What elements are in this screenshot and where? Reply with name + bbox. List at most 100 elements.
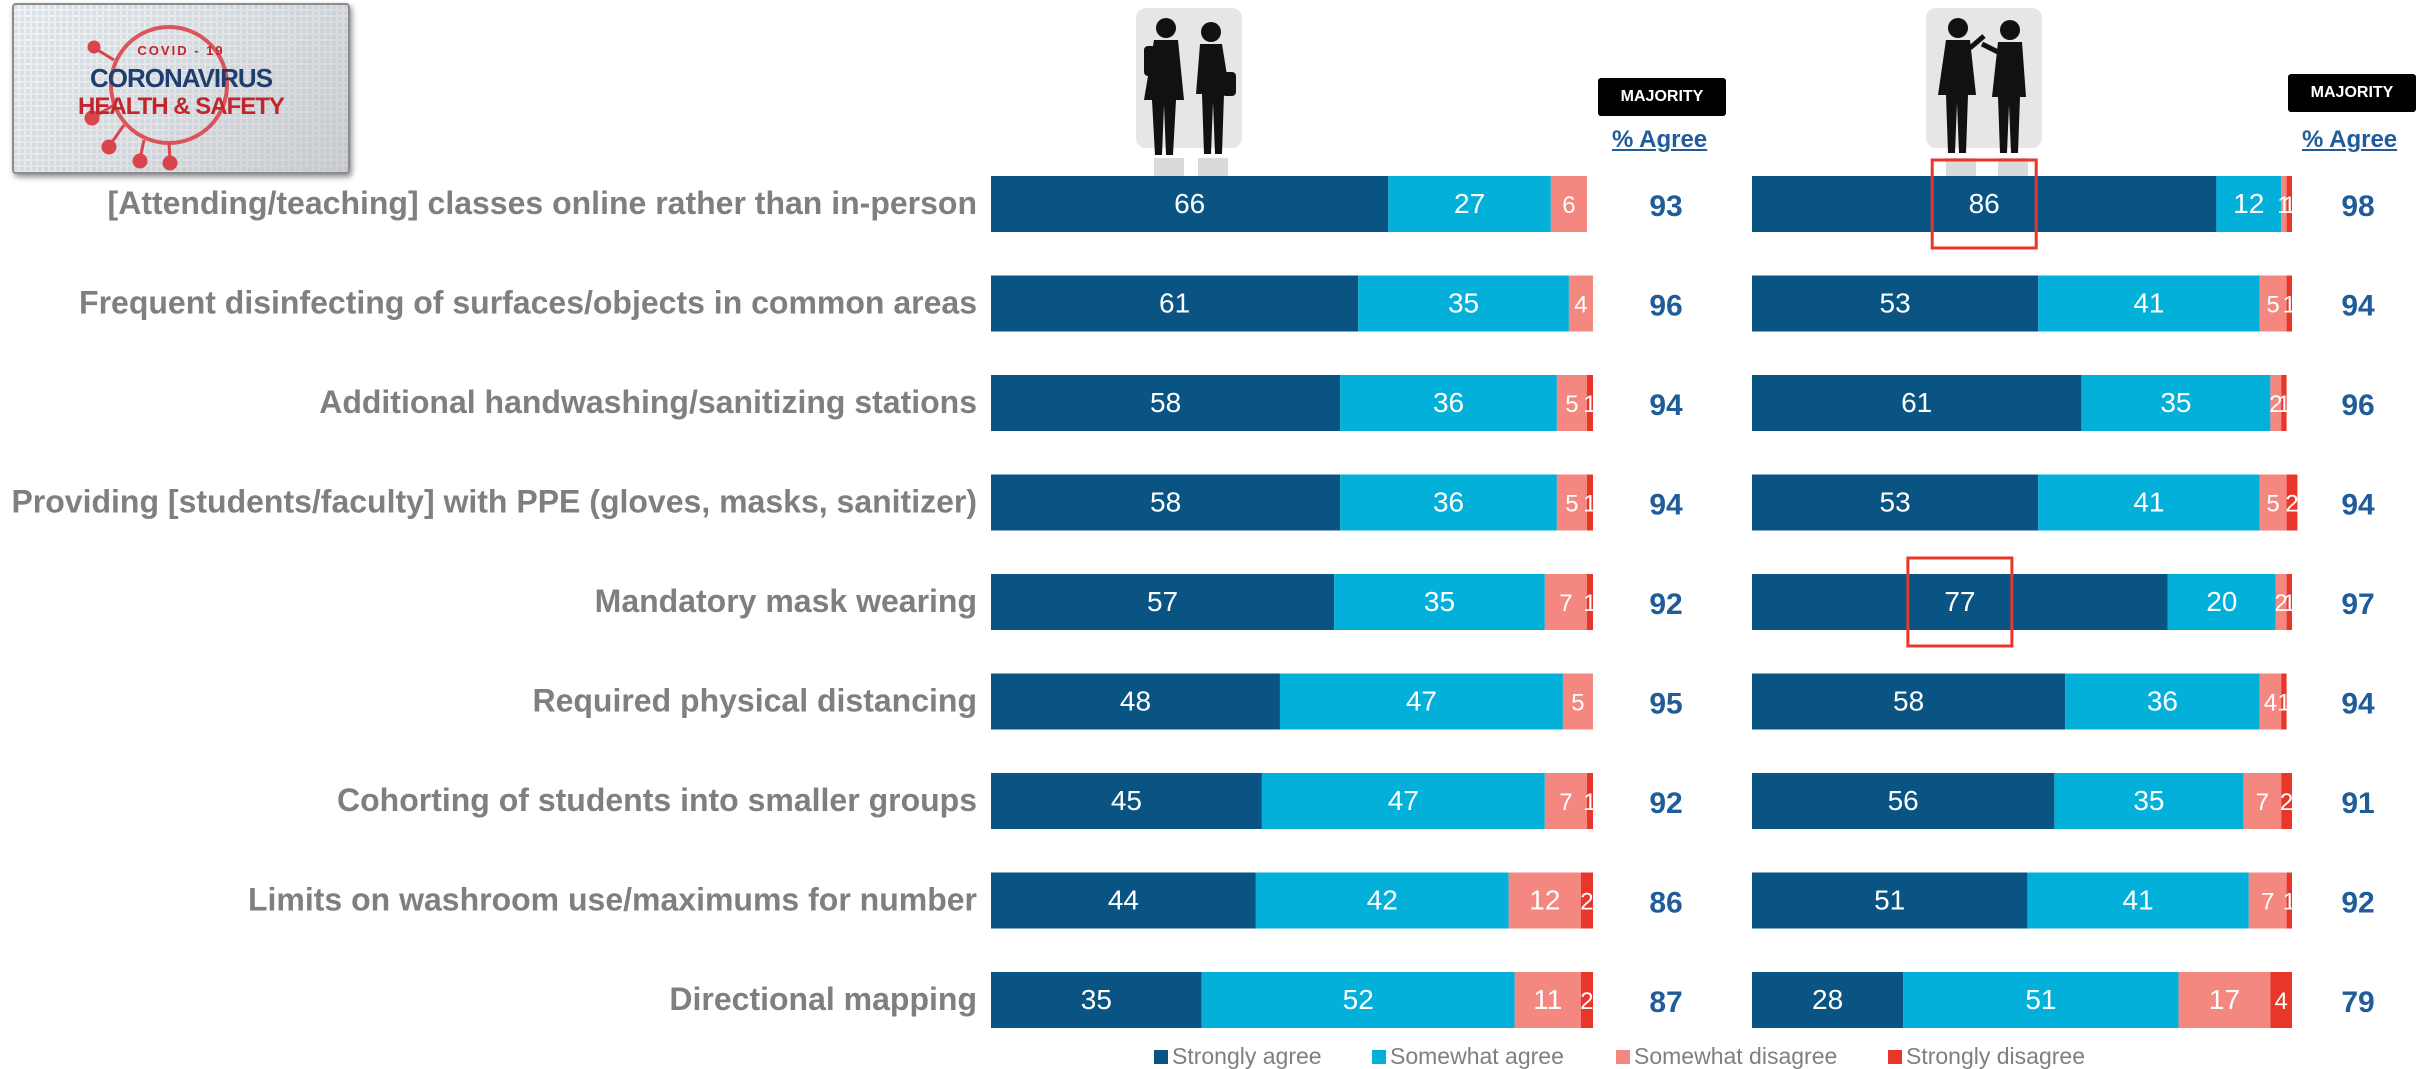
bar-segment — [1556, 474, 1587, 531]
bar-segment — [1508, 872, 1581, 929]
bar-segment — [1752, 872, 2028, 929]
data-label: 7 — [1559, 789, 1572, 816]
data-label: 2 — [2280, 789, 2293, 816]
data-label: 42 — [1367, 885, 1398, 916]
bar-segment — [2038, 474, 2260, 531]
data-label: 35 — [1081, 984, 1112, 1015]
data-label: 12 — [2233, 188, 2264, 219]
legend-swatch — [1888, 1050, 1902, 1064]
agree-total: 79 — [2341, 986, 2374, 1019]
data-label: 41 — [2133, 288, 2164, 319]
bar-segment — [1201, 972, 1515, 1028]
data-label: 1 — [1583, 391, 1596, 418]
bar-segment — [2243, 773, 2282, 829]
bar-segment — [2281, 773, 2292, 829]
data-label: 52 — [1343, 984, 1374, 1015]
agree-total: 86 — [1649, 887, 1682, 920]
data-label: 66 — [1174, 188, 1205, 219]
data-label: 12 — [1529, 885, 1560, 916]
bar-segment — [2216, 176, 2282, 232]
bar-segment — [991, 275, 1359, 332]
data-label: 35 — [2160, 387, 2191, 418]
bar-segment — [1752, 972, 1904, 1028]
data-label: 1 — [2283, 889, 2296, 916]
data-label: 11 — [1533, 984, 1562, 1015]
bar-segment — [2281, 673, 2287, 730]
data-label: 2 — [2275, 590, 2288, 617]
category-label: Cohorting of students into smaller group… — [337, 782, 977, 818]
category-label: Additional handwashing/sanitizing statio… — [319, 384, 977, 420]
category-label: Required physical distancing — [532, 683, 977, 719]
data-label: 1 — [2277, 391, 2290, 418]
data-label: 36 — [1433, 387, 1464, 418]
virus-graphic-icon — [14, 5, 348, 172]
data-label: 61 — [1159, 288, 1190, 319]
category-label: Providing [students/faculty] with PPE (g… — [11, 484, 977, 520]
category-label: [Attending/teaching] classes online rath… — [108, 185, 977, 221]
bar-segment — [2081, 375, 2271, 431]
data-label: 4 — [2264, 690, 2277, 717]
bar-segment — [1752, 773, 2055, 829]
bar-segment — [2027, 872, 2249, 929]
data-label: 5 — [1571, 690, 1584, 717]
bar-segment — [1334, 574, 1545, 630]
data-label: 56 — [1888, 785, 1919, 816]
data-label: 5 — [1565, 491, 1578, 518]
data-label: 41 — [2123, 885, 2154, 916]
data-label: 58 — [1150, 487, 1181, 518]
bar-segment — [2259, 474, 2287, 531]
bar-segment — [1544, 773, 1587, 829]
data-label: 1 — [2283, 192, 2296, 219]
data-label: 2 — [2285, 491, 2298, 518]
data-label: 2 — [1580, 988, 1593, 1015]
data-label: 27 — [1454, 188, 1485, 219]
category-label: Limits on washroom use/maximums for numb… — [248, 882, 977, 918]
agree-total: 93 — [1649, 190, 1682, 223]
logo-coronavirus-text: CORONAVIRUS — [89, 63, 273, 93]
data-label: 36 — [2147, 686, 2178, 717]
agree-total: 96 — [2341, 389, 2374, 422]
data-label: 44 — [1108, 885, 1139, 916]
covid-health-safety-logo: COVID - 19 CORONAVIRUS HEALTH & SAFETY — [12, 3, 350, 174]
bar-segment — [1586, 773, 1593, 829]
data-label: 2 — [1580, 889, 1593, 916]
bar-segment — [2167, 574, 2276, 630]
bar-segment — [1752, 375, 2082, 431]
majority-badge-right: MAJORITY — [2288, 74, 2416, 112]
agree-total: 92 — [1649, 787, 1682, 820]
bar-segment — [991, 773, 1262, 829]
bar-segment — [991, 972, 1202, 1028]
logo-health-safety-text: HEALTH & SAFETY — [78, 93, 285, 120]
data-label: 4 — [1574, 292, 1587, 319]
data-label: 35 — [1448, 288, 1479, 319]
agree-total: 87 — [1649, 986, 1682, 1019]
bar-segment — [2281, 176, 2287, 232]
bar-segment — [2286, 275, 2292, 332]
highlight-box — [1930, 158, 2038, 250]
legend-swatch — [1616, 1050, 1630, 1064]
logo-covid-text: COVID - 19 — [137, 43, 225, 58]
bar-segment — [1562, 673, 1593, 730]
agree-total: 94 — [2341, 489, 2375, 522]
legend-swatch — [1154, 1050, 1168, 1064]
category-label: Mandatory mask wearing — [595, 583, 977, 619]
bar-segment — [1752, 474, 2039, 531]
data-label: 4 — [2275, 988, 2288, 1015]
data-label: 35 — [1424, 586, 1455, 617]
bar-segment — [991, 872, 1256, 929]
highlight-box — [1906, 556, 2014, 648]
bar-segment — [2270, 375, 2282, 431]
data-label: 1 — [1583, 590, 1596, 617]
data-label: 77 — [1944, 586, 1975, 617]
data-label: 51 — [1874, 885, 1905, 916]
data-label: 1 — [2277, 690, 2290, 717]
legend-label: Somewhat agree — [1390, 1043, 1564, 1069]
data-label: 35 — [2133, 785, 2164, 816]
bar-segment — [991, 474, 1341, 531]
bar-segment — [1752, 176, 2217, 232]
agree-total: 96 — [1649, 290, 1682, 323]
agree-total: 94 — [2341, 290, 2375, 323]
data-label: 17 — [2209, 984, 2240, 1015]
bar-segment — [2286, 872, 2292, 929]
